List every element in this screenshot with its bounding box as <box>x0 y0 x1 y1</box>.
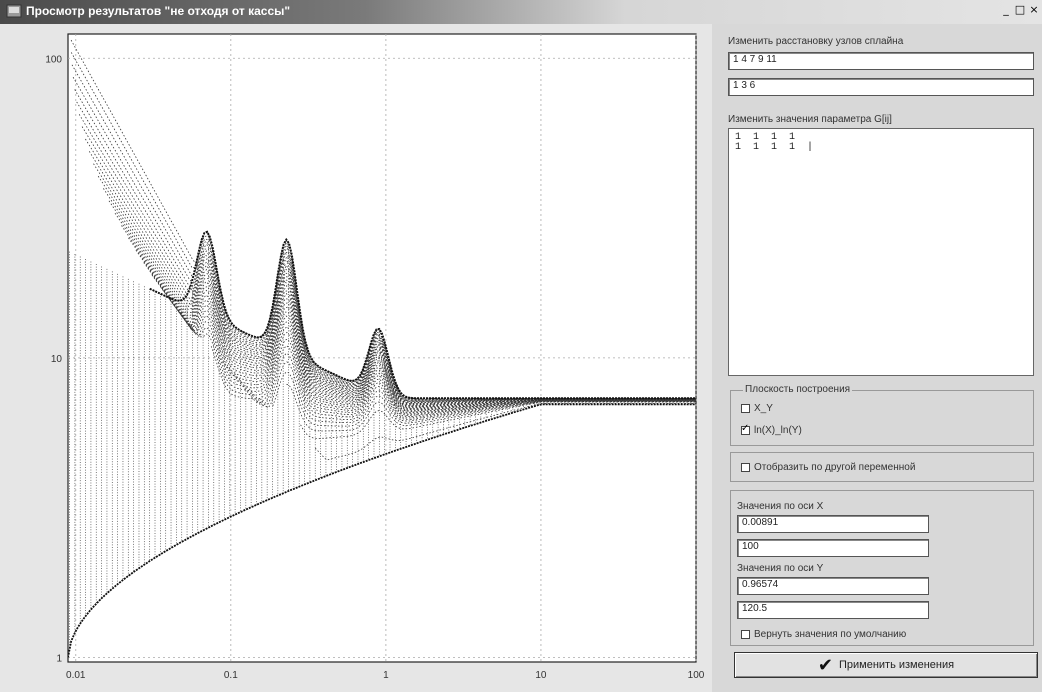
chart: 0.01 0.1 1 10 100 1 10 100 <box>45 33 705 681</box>
plane-xy-checkbox[interactable]: X_Y <box>741 403 773 414</box>
checkbox-box[interactable] <box>741 630 750 639</box>
y-tick-label: 10 <box>51 354 63 365</box>
upper-envelope <box>149 230 696 400</box>
curve <box>189 320 696 414</box>
other-var-label: Отобразить по другой переменной <box>754 462 916 473</box>
spline-nodes-x-input[interactable]: 1 4 7 9 11 <box>728 52 1034 70</box>
x-min-input[interactable]: 0.00891 <box>737 515 929 533</box>
maximize-button[interactable]: □ <box>1014 3 1026 16</box>
spline-nodes-y-input[interactable]: 1 3 6 <box>728 78 1034 96</box>
other-var-checkbox[interactable]: Отобразить по другой переменной <box>741 462 915 473</box>
plot-area: 0.01 0.1 1 10 100 1 10 100 <box>0 24 712 692</box>
plot-frame <box>67 33 697 663</box>
curve <box>114 212 696 407</box>
y-tick-label: 1 <box>56 653 62 664</box>
plane-ln-checkbox[interactable]: ln(X)_ln(Y) <box>741 423 802 436</box>
x-axis-label: Значения по оси X <box>737 501 824 512</box>
plane-xy-label: X_Y <box>754 403 773 414</box>
param-line: 1 1 1 1 | <box>735 142 814 153</box>
app-icon <box>6 4 22 18</box>
curve <box>121 225 696 408</box>
x-max-input[interactable]: 100 <box>737 539 929 557</box>
title-bar: Просмотр результатов "не отходя от кассы… <box>0 0 1042 24</box>
y-tick-label: 100 <box>45 54 62 65</box>
x-tick-label: 0.01 <box>66 670 86 681</box>
plane-ln-label: ln(X)_ln(Y) <box>754 425 802 436</box>
check-icon: ✔ <box>817 654 833 675</box>
param-label: Изменить значения параметра G[ij] <box>728 114 892 125</box>
plane-group-title: Плоскость построения <box>743 384 853 395</box>
axis-values-group: Значения по оси X 0.00891 100 Значения п… <box>730 490 1034 646</box>
minimize-button[interactable]: _ <box>1003 3 1009 16</box>
curve <box>300 401 696 439</box>
y-min-input[interactable]: 0.96574 <box>737 577 929 595</box>
curve <box>179 311 696 413</box>
reset-defaults-label: Вернуть значения по умолчанию <box>754 629 907 640</box>
curve-family <box>68 39 696 658</box>
checkbox-box[interactable] <box>741 404 750 413</box>
curve <box>71 64 696 400</box>
checkbox-box[interactable] <box>741 463 750 472</box>
curve <box>272 371 696 427</box>
reset-defaults-checkbox[interactable]: Вернуть значения по умолчанию <box>741 629 906 640</box>
x-tick-label: 100 <box>688 670 705 681</box>
curve <box>259 361 696 423</box>
apply-button[interactable]: ✔ Применить изменения <box>734 652 1038 678</box>
spline-nodes-label: Изменить расстановку узлов сплайна <box>728 36 904 47</box>
window-title: Просмотр результатов "не отходя от кассы… <box>26 4 291 18</box>
y-axis-label: Значения по оси Y <box>737 563 824 574</box>
settings-panel: Изменить расстановку узлов сплайна 1 4 7… <box>722 28 1038 688</box>
curve <box>314 403 696 461</box>
apply-label: Применить изменения <box>838 659 955 671</box>
plane-group: Плоскость построения X_Y ln(X)_ln(Y) <box>730 384 1034 446</box>
curve <box>151 274 696 410</box>
param-memo[interactable]: 1 1 1 1 1 1 1 1 | <box>728 128 1034 376</box>
lower-envelope <box>68 403 696 658</box>
y-max-input[interactable]: 120.5 <box>737 601 929 619</box>
param-line: 1 1 1 1 <box>735 132 796 143</box>
x-tick-label: 10 <box>535 670 547 681</box>
checkbox-box[interactable] <box>741 423 750 435</box>
other-var-group: Отобразить по другой переменной <box>730 452 1034 482</box>
curve <box>143 262 696 410</box>
close-button[interactable]: × <box>1029 3 1039 16</box>
x-tick-label: 0.1 <box>224 670 238 681</box>
x-tick-label: 1 <box>383 670 389 681</box>
